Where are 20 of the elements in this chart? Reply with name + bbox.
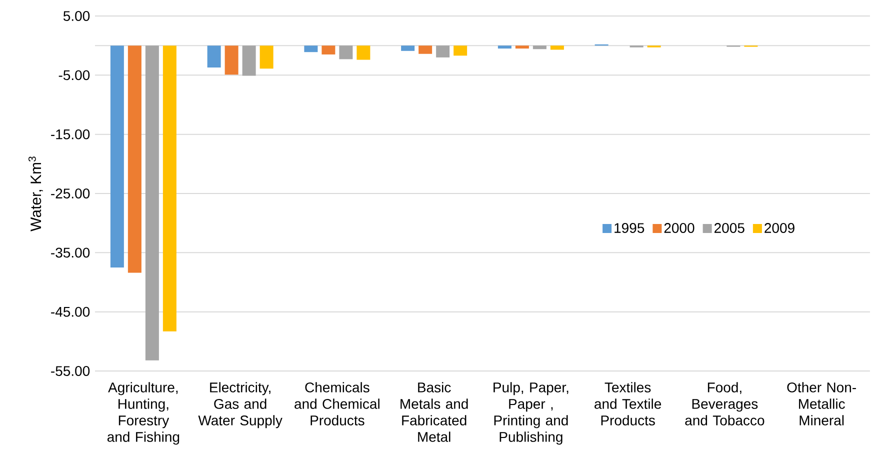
x-tick-label: Textiles and Textile Products xyxy=(594,382,662,426)
legend-label: 2000 xyxy=(664,223,694,233)
x-tick-label: Pulp, Paper, Paper , Printing and Publishing xyxy=(494,382,568,445)
y-axis-title: Water, Km$^{3}$ xyxy=(28,156,43,232)
legend-label: 2009 xyxy=(764,223,794,233)
y-tick-label: -35.00 xyxy=(51,248,90,258)
y-tick-label: 5.00 xyxy=(63,11,90,21)
x-tick-label: Other Non-Metallic Mineral xyxy=(787,382,856,426)
legend-label: 2005 xyxy=(714,223,744,233)
y-tick-label: -45.00 xyxy=(51,306,90,317)
x-tick-label: Agriculture, Hunting, Forestry and Fishing xyxy=(107,382,180,445)
y-tick-label: -15.00 xyxy=(51,129,90,140)
x-tick-label: Electricity, Gas and Water Supply xyxy=(198,382,282,428)
y-tick-label: -5.00 xyxy=(58,70,90,80)
x-tick-label: Food, Beverages and Tobacco xyxy=(685,382,764,426)
y-tick-label: -55.00 xyxy=(51,366,90,376)
y-tick-label: -25.00 xyxy=(51,188,90,198)
legend-label: 1995 xyxy=(614,223,644,233)
x-tick-label: Chemicals and Chemical Products xyxy=(294,382,380,426)
x-tick-label: Basic Metals and Fabricated Metal xyxy=(400,382,468,442)
